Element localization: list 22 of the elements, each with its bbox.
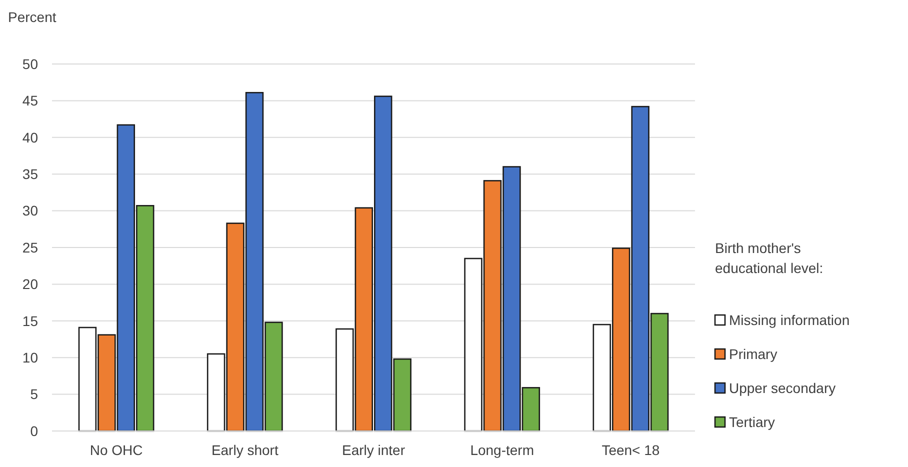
y-tick-label: 30 xyxy=(22,202,38,219)
y-tick-label: 0 xyxy=(30,422,38,439)
y-tick-label: 50 xyxy=(22,56,38,72)
legend-label: Tertiary xyxy=(729,414,775,430)
y-tick-label: 25 xyxy=(22,239,38,256)
legend-label: Upper secondary xyxy=(729,380,836,396)
x-tick-label: Early inter xyxy=(342,442,406,458)
y-tick-label: 20 xyxy=(22,276,38,292)
y-tick-label: 40 xyxy=(22,129,38,146)
y-tick-label: 15 xyxy=(22,312,38,329)
y-axis-title: Percent xyxy=(8,9,56,25)
x-tick-label: No OHC xyxy=(90,442,143,458)
x-tick-label: Early short xyxy=(211,442,278,458)
x-tick-label: Long-term xyxy=(470,442,534,458)
legend-label: Primary xyxy=(729,346,778,362)
y-tick-label: 5 xyxy=(30,386,38,402)
x-tick-label: Teen< 18 xyxy=(602,442,660,458)
y-tick-label: 10 xyxy=(22,350,38,366)
y-tick-label: 45 xyxy=(22,92,38,109)
legend-label: Missing information xyxy=(729,312,850,328)
legend-title: Birth mother's educational level: xyxy=(715,240,824,276)
y-tick-label: 35 xyxy=(22,166,38,182)
